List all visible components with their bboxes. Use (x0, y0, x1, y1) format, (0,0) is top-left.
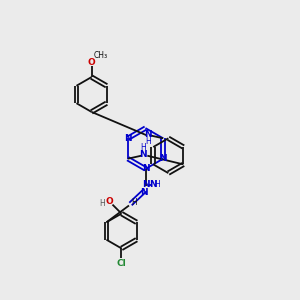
Text: CH₃: CH₃ (94, 51, 108, 60)
Text: Cl: Cl (117, 259, 126, 268)
Text: H: H (99, 200, 105, 208)
Text: N: N (144, 130, 152, 139)
Text: O: O (88, 58, 95, 67)
Text: N: N (142, 180, 150, 189)
Text: N: N (140, 188, 148, 197)
Text: N: N (142, 164, 149, 173)
Text: N: N (149, 180, 157, 189)
Text: N: N (139, 150, 147, 159)
Text: H: H (145, 137, 151, 146)
Text: H: H (131, 198, 137, 207)
Text: N: N (124, 134, 132, 143)
Text: H: H (154, 180, 160, 189)
Text: O: O (106, 196, 113, 206)
Text: N: N (159, 154, 167, 163)
Text: H: H (140, 143, 146, 152)
